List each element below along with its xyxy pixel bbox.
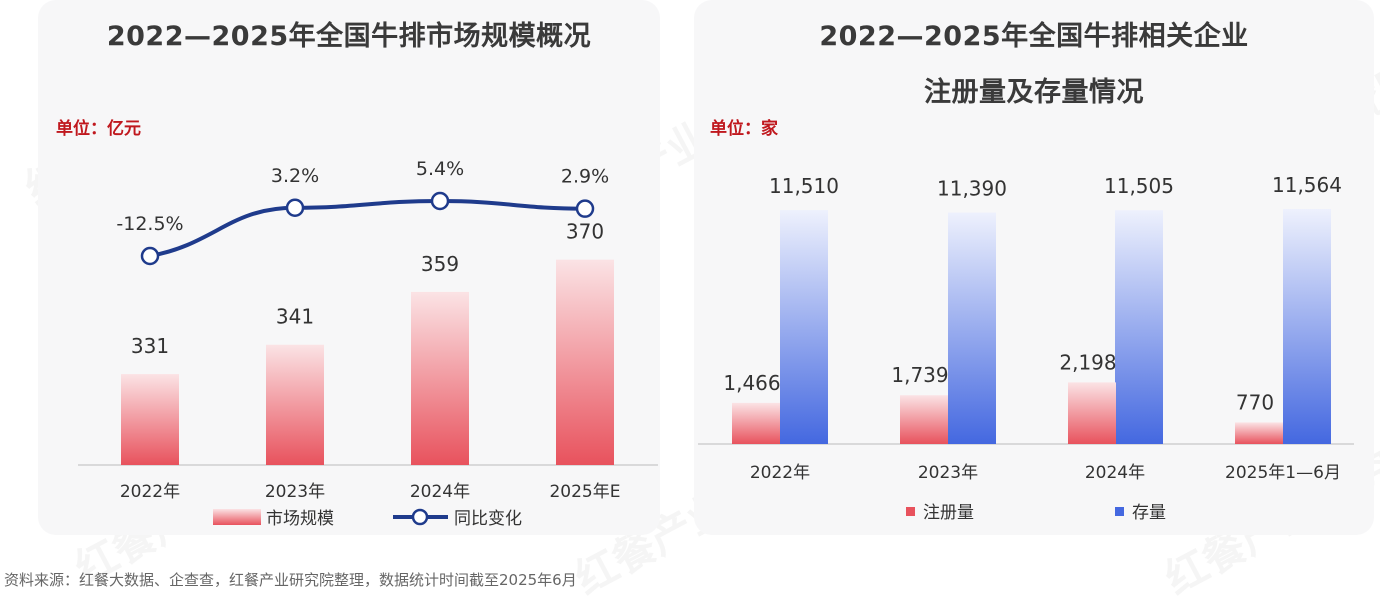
bar-value-label: 359: [421, 252, 459, 276]
legend-swatch-yoy-marker: [411, 508, 429, 526]
bar-registrations: [900, 395, 948, 444]
bar-market-size: [121, 374, 179, 465]
chart-title-line2: 注册量及存量情况: [924, 77, 1144, 108]
bar-registrations: [1068, 382, 1116, 444]
bar-value-label: 331: [131, 334, 169, 358]
bar-registrations: [732, 402, 780, 444]
line-value-label: 3.2%: [271, 165, 319, 187]
market-size-chart: 331 341 359 370 2022年 2023年 2024年 2025年E -12.5% 3…: [78, 158, 658, 529]
bar-registrations: [1235, 422, 1283, 444]
legend-label: 注册量: [923, 503, 974, 523]
bar-value-label: 2,198: [1059, 350, 1116, 374]
bar-market-size: [556, 259, 614, 465]
source-note: 资料来源：红餐大数据、企查查，红餐产业研究院整理，数据统计时间截至2025年6月: [4, 571, 577, 589]
x-tick-label: 2025年E: [549, 482, 620, 502]
line-point-yoy: [140, 246, 160, 266]
enterprise-chart: 11,510 11,390 11,505 11,564 1,466 1,739 2,198 7…: [698, 173, 1354, 523]
line-point-yoy: [575, 199, 595, 218]
bar-value-label: 11,510: [769, 174, 839, 198]
bar-market-size: [411, 291, 469, 465]
x-tick-label: 2023年: [918, 463, 978, 483]
legend-swatch-stock: [1115, 507, 1124, 516]
line-value-label: 5.4%: [416, 158, 464, 180]
line-value-label: -12.5%: [116, 213, 183, 235]
bar-value-label: 11,564: [1272, 173, 1342, 197]
bar-stock: [948, 212, 996, 444]
unit-label: 单位：家: [710, 119, 778, 139]
chart-title-line1: 2022—2025年全国牛排相关企业: [819, 21, 1249, 52]
x-tick-label: 2024年: [410, 482, 470, 502]
legend-swatch-market-size: [213, 509, 261, 525]
bar-stock: [1283, 209, 1331, 444]
line-yoy-change: [149, 198, 586, 258]
x-tick-label: 2025年1—6月: [1225, 463, 1341, 483]
bar-stock: [1115, 210, 1163, 444]
legend-swatch-registrations: [906, 507, 915, 516]
bar-value-label: 11,505: [1104, 174, 1174, 198]
chart-title: 2022—2025年全国牛排市场规模概况: [106, 21, 592, 52]
line-point-yoy: [285, 198, 305, 218]
legend-label: 同比变化: [454, 509, 522, 529]
bar-value-label: 1,739: [891, 363, 948, 387]
unit-label: 单位：亿元: [56, 119, 141, 139]
legend-label: 市场规模: [266, 509, 334, 529]
bar-market-size: [266, 344, 324, 465]
x-tick-label: 2023年: [265, 482, 325, 502]
line-value-label: 2.9%: [561, 166, 609, 188]
legend-label: 存量: [1132, 503, 1166, 523]
market-size-chart-panel: 2022—2025年全国牛排市场规模概况 单位：亿元 331 341 359 370 2…: [38, 0, 660, 535]
x-tick-label: 2022年: [120, 482, 180, 502]
bar-value-label: 1,466: [723, 371, 780, 395]
line-point-yoy: [430, 191, 450, 211]
bar-value-label: 370: [566, 220, 604, 244]
bar-stock: [780, 210, 828, 444]
bar-value-label: 341: [276, 305, 314, 329]
bar-value-label: 770: [1236, 390, 1274, 414]
x-tick-label: 2022年: [750, 463, 810, 483]
enterprise-chart-panel: 2022—2025年全国牛排相关企业 注册量及存量情况 单位：家 11,510 1…: [694, 0, 1374, 535]
bar-value-label: 11,390: [937, 177, 1007, 201]
x-tick-label: 2024年: [1085, 463, 1145, 483]
